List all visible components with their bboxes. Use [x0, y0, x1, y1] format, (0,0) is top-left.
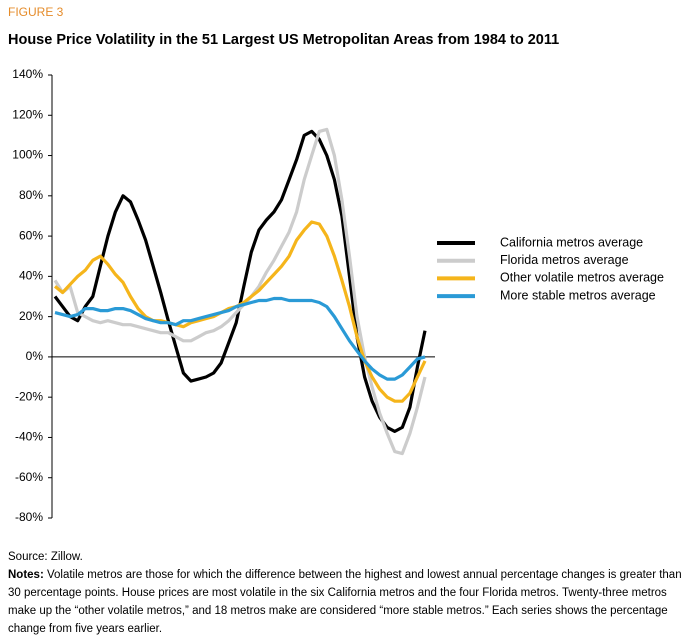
y-tick-label: 140% — [12, 67, 43, 81]
legend-label: Other volatile metros average — [500, 271, 664, 285]
chart-title: House Price Volatility in the 51 Largest… — [8, 32, 559, 48]
y-tick-label: 120% — [12, 107, 43, 121]
chart: FIGURE 3 House Price Volatility in the 5… — [8, 5, 664, 524]
y-tick-label: -40% — [15, 430, 43, 444]
y-tick-label: 60% — [19, 228, 43, 242]
footnotes: Source: Zillow. Notes: Volatile metros a… — [8, 548, 692, 638]
legend-label: California metros average — [500, 235, 643, 249]
source: Source: Zillow. — [8, 551, 83, 563]
series-line — [54, 296, 426, 381]
y-tick-label: 40% — [19, 269, 43, 283]
legend-label: More stable metros average — [500, 288, 656, 302]
notes-label: Notes: — [8, 569, 44, 581]
y-tick-label: -60% — [15, 470, 43, 484]
series-line — [53, 127, 427, 456]
series-line — [53, 129, 427, 433]
notes: Volatile metros are those for which the … — [8, 569, 682, 635]
notes-block: Notes: Volatile metros are those for whi… — [8, 566, 692, 638]
y-tick-label: 20% — [19, 309, 43, 323]
y-tick-label: -80% — [15, 510, 43, 524]
figure-label: FIGURE 3 — [8, 5, 64, 19]
legend-label: Florida metros average — [500, 253, 629, 267]
y-tick-label: 80% — [19, 188, 43, 202]
y-tick-label: -20% — [15, 389, 43, 403]
y-tick-label: 100% — [12, 148, 43, 162]
y-tick-label: 0% — [26, 349, 44, 363]
